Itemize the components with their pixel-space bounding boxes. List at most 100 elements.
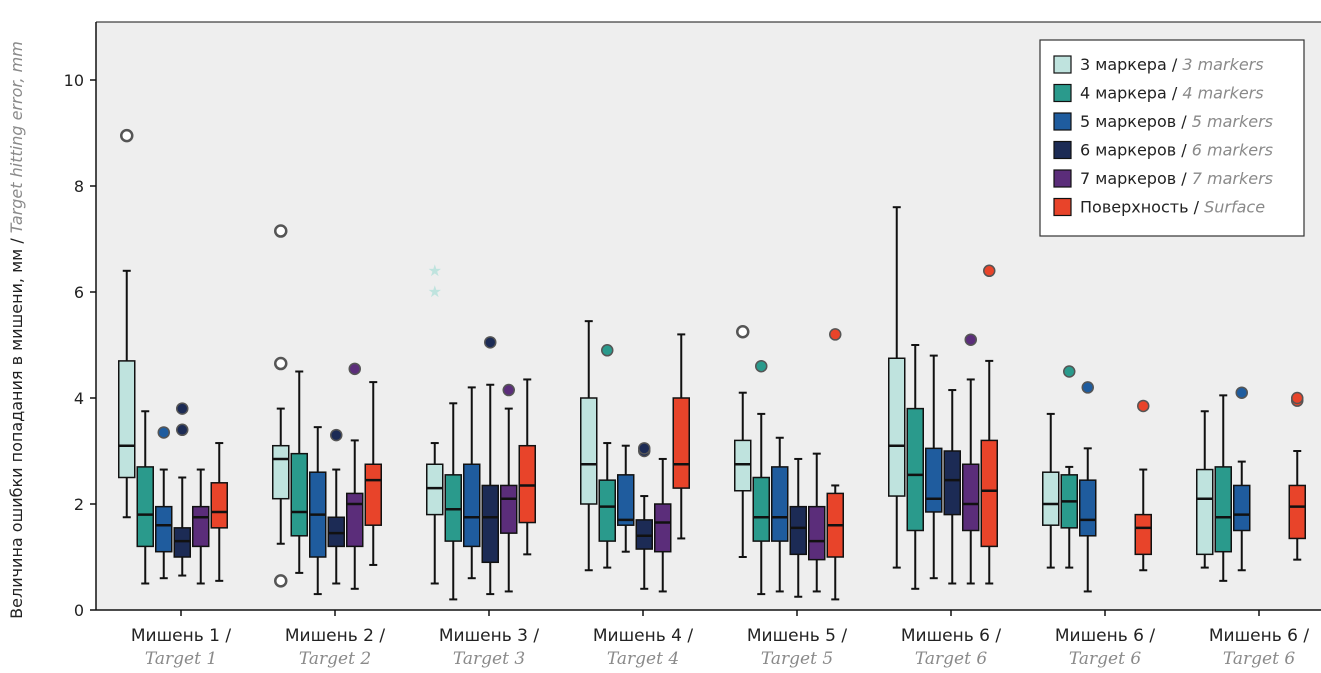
box-body	[1288, 484, 1306, 540]
box-4-1	[346, 362, 364, 590]
box-body	[962, 463, 980, 532]
y-tick-label: 6	[74, 283, 84, 302]
outlier-dot	[157, 426, 170, 439]
box-5-5	[980, 264, 998, 585]
box-body	[463, 463, 481, 548]
box-body	[364, 463, 382, 526]
outlier-dot	[176, 402, 189, 415]
box-3-2	[481, 336, 499, 596]
box-3-0	[173, 402, 191, 577]
box-body	[346, 492, 364, 548]
box-4-2	[500, 383, 518, 593]
box-body	[518, 444, 536, 524]
x-tick-label-en: Target 6	[915, 649, 987, 669]
outlier-star: ★	[428, 282, 442, 301]
box-1-7	[1214, 394, 1232, 582]
box-body	[136, 466, 154, 548]
box-body	[1134, 513, 1152, 556]
boxes-layer: ★★	[118, 128, 1306, 601]
y-axis-label: Величина ошибки попадания в мишени, мм /…	[7, 41, 26, 619]
box-body	[1233, 484, 1251, 532]
legend-entry: 5 маркеров / 5 markers	[1080, 112, 1273, 131]
box-body	[1042, 471, 1060, 526]
y-tick-label: 2	[74, 495, 84, 514]
box-2-5	[925, 354, 943, 580]
box-0-7	[1196, 410, 1214, 569]
box-5-6	[1134, 399, 1152, 572]
box-body	[444, 474, 462, 542]
box-2-3	[617, 444, 635, 553]
box-body	[752, 476, 770, 542]
outlier-dot	[964, 333, 977, 346]
legend-entry: 3 маркера / 3 markers	[1080, 55, 1264, 74]
legend-label-en: 3 markers	[1182, 55, 1263, 74]
outlier-dot	[601, 344, 614, 357]
x-tick-label-en: Target 4	[607, 649, 679, 669]
outlier-dot	[1063, 365, 1076, 378]
outlier-dot	[1137, 399, 1150, 413]
x-ticks: Мишень 1 / Target 1 Мишень 2 / Target 2 Мише…	[131, 610, 1309, 669]
outlier-dot	[755, 359, 768, 373]
box-0-3	[580, 320, 598, 572]
legend-label-ru: 5 маркеров /	[1080, 112, 1192, 131]
box-body	[925, 447, 943, 513]
x-tick-label-ru: Мишень 1 /	[131, 626, 231, 646]
box-body	[771, 466, 789, 542]
box-body	[1196, 468, 1214, 556]
legend-swatch	[1053, 169, 1072, 188]
box-body	[118, 360, 136, 479]
box-body	[1079, 479, 1097, 537]
box-body	[272, 444, 290, 500]
outlier-dot	[1235, 386, 1248, 399]
box-2-1	[309, 426, 327, 596]
outlier-ring	[274, 574, 288, 588]
legend-label-en: Surface	[1204, 198, 1265, 217]
box-body	[888, 357, 906, 497]
legend-label-en: 4 markers	[1182, 84, 1263, 103]
outlier-dot	[502, 383, 515, 397]
box-5-0	[210, 442, 228, 582]
y-axis-label-en: Target hitting error, mm	[7, 41, 26, 233]
box-body	[789, 505, 807, 556]
box-body	[426, 463, 444, 516]
legend-swatch	[1053, 140, 1072, 160]
box-0-6	[1042, 412, 1060, 569]
legend-swatch	[1053, 197, 1072, 217]
box-1-1	[290, 370, 308, 574]
box-body	[635, 519, 653, 550]
box-2-6	[1079, 381, 1097, 593]
box-4-4	[808, 452, 826, 593]
box-0-4	[734, 325, 752, 558]
legend-label-ru: 7 маркеров /	[1080, 169, 1192, 188]
box-body	[500, 484, 518, 534]
outlier-dot	[1291, 391, 1304, 405]
legend-entry: 7 маркеров / 7 markers	[1080, 169, 1273, 188]
box-body	[1214, 466, 1232, 553]
legend-label-en: 6 markers	[1192, 141, 1273, 160]
box-body	[192, 505, 210, 548]
box-1-3	[598, 344, 616, 569]
legend-label-ru: 4 маркера /	[1080, 84, 1182, 103]
y-ticks: 0 2 4 6 8 10	[64, 71, 96, 620]
outlier-dot	[638, 442, 651, 455]
box-body	[906, 407, 924, 532]
outlier-dot	[829, 328, 842, 341]
box-1-2	[444, 402, 462, 601]
legend-label-en: 7 markers	[1192, 169, 1273, 188]
x-tick-label-ru: Мишень 4 /	[593, 626, 693, 646]
box-5-4	[826, 328, 844, 601]
outlier-star: ★	[428, 261, 442, 280]
box-body	[672, 397, 690, 489]
legend-swatch	[1053, 55, 1072, 74]
y-tick-label: 4	[74, 389, 84, 408]
box-0-2: ★★	[426, 261, 444, 585]
box-0-1	[272, 224, 290, 588]
box-3-1	[327, 428, 345, 585]
legend-swatch	[1053, 83, 1072, 103]
legend-entry: 4 маркера / 4 markers	[1080, 84, 1264, 103]
legend: 3 маркера / 3 markers 4 маркера / 4 marke…	[1039, 39, 1305, 237]
box-2-4	[771, 436, 789, 593]
outlier-ring	[274, 224, 288, 238]
outlier-dot	[176, 423, 189, 437]
